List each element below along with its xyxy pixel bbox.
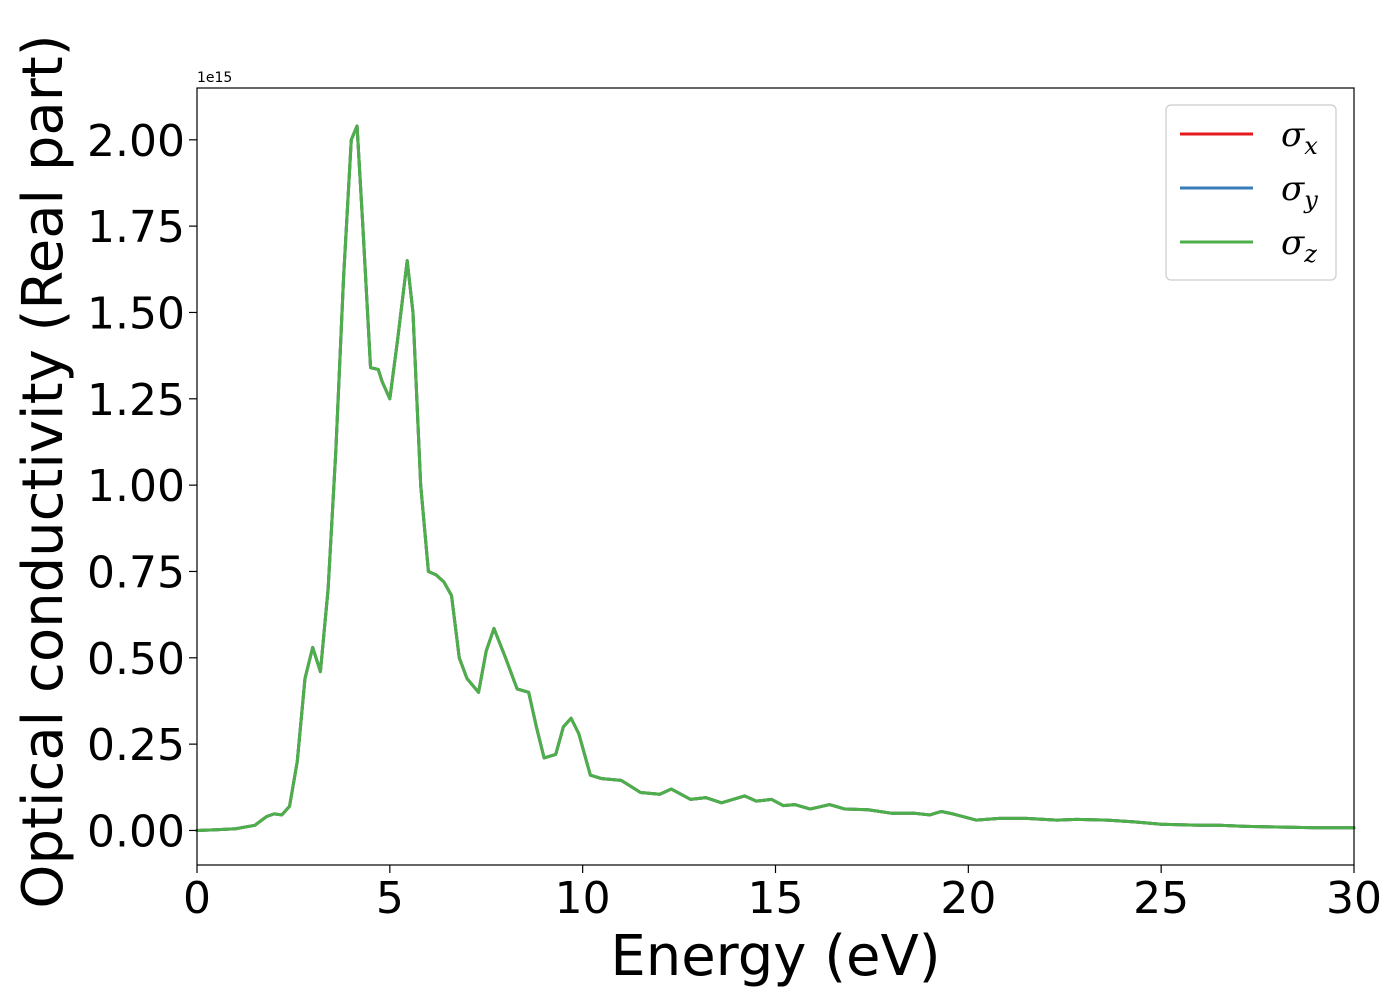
y-tick-label: 1.50 [87, 288, 185, 339]
y-tick-label: 1.00 [87, 461, 185, 512]
legend-label-x: σx [1281, 115, 1318, 160]
y-tick-label: 1.25 [87, 375, 185, 426]
legend-label-y: σy [1281, 169, 1318, 214]
x-tick-label: 5 [376, 873, 404, 924]
legend: σx σy σz [1165, 104, 1337, 281]
y-tick-label: 0.50 [87, 634, 185, 685]
y-axis: 0.00 0.25 0.50 0.75 1.00 1.25 1.50 1.75 2.00 [87, 116, 197, 857]
series-layer [195, 124, 1356, 832]
y-axis-label: Optical conductivity (Real part) [11, 34, 76, 908]
x-tick-label: 15 [748, 873, 804, 924]
y-tick-label: 0.25 [87, 720, 185, 771]
x-tick-label: 25 [1133, 873, 1189, 924]
x-axis: 0 5 10 15 20 25 30 [183, 865, 1382, 924]
y-tick-label: 0.00 [87, 806, 185, 857]
y-tick-label: 2.00 [87, 116, 185, 167]
y-tick-label: 0.75 [87, 547, 185, 598]
x-tick-label: 10 [555, 873, 611, 924]
y-tick-label: 1.75 [87, 202, 185, 253]
y-offset-label: 1e15 [197, 70, 232, 86]
x-tick-label: 0 [183, 873, 211, 924]
series-line-z [195, 124, 1356, 832]
x-axis-label: Energy (eV) [610, 924, 940, 989]
x-tick-label: 30 [1326, 873, 1382, 924]
x-tick-label: 20 [940, 873, 996, 924]
legend-label-z: σz [1281, 223, 1317, 268]
legend-box [1165, 104, 1337, 281]
